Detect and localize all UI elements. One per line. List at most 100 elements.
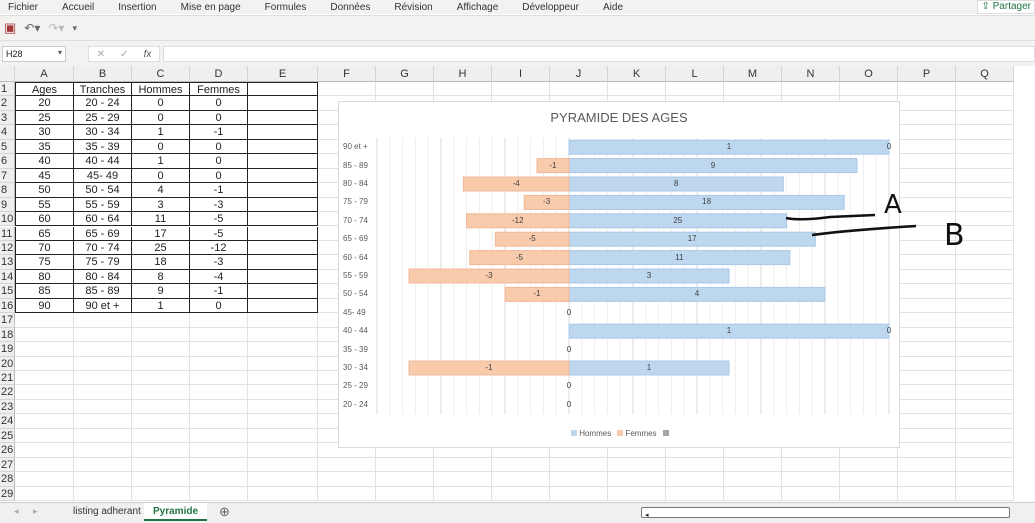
- cell-Q20[interactable]: [956, 356, 1014, 371]
- cell-D8[interactable]: -1: [190, 183, 248, 198]
- bar-femmes[interactable]: [408, 360, 570, 376]
- cell-M29[interactable]: [724, 486, 782, 502]
- cell-G28[interactable]: [376, 472, 434, 487]
- cell-B11[interactable]: 65 - 69: [74, 226, 132, 241]
- cell-B17[interactable]: [74, 313, 132, 328]
- cell-C27[interactable]: [132, 457, 190, 473]
- cell-E23[interactable]: [248, 399, 318, 415]
- cell-A26[interactable]: [15, 443, 74, 458]
- cell-E13[interactable]: [248, 255, 318, 270]
- cell-I28[interactable]: [492, 472, 550, 487]
- cell-Q28[interactable]: [956, 472, 1014, 487]
- row-header-15[interactable]: 15: [0, 284, 15, 299]
- cell-C3[interactable]: 0: [132, 110, 190, 126]
- column-header-F[interactable]: F: [318, 66, 376, 82]
- menu-0[interactable]: Fichier: [8, 1, 39, 13]
- cell-P4[interactable]: [898, 125, 956, 140]
- menu-2[interactable]: Insertion: [118, 1, 157, 13]
- column-header-I[interactable]: I: [492, 66, 550, 82]
- menu-8[interactable]: Développeur: [522, 1, 579, 13]
- cell-D17[interactable]: [190, 313, 248, 328]
- cell-M27[interactable]: [724, 457, 782, 473]
- cell-D3[interactable]: 0: [190, 110, 248, 126]
- chevron-down-icon[interactable]: ▾: [57, 48, 62, 57]
- cell-A14[interactable]: 80: [15, 269, 74, 285]
- cell-E15[interactable]: [248, 284, 318, 299]
- cell-P1[interactable]: [898, 82, 956, 97]
- cell-I1[interactable]: [492, 82, 550, 97]
- cell-A8[interactable]: 50: [15, 183, 74, 198]
- cell-Q27[interactable]: [956, 457, 1014, 473]
- row-header-18[interactable]: 18: [0, 327, 15, 343]
- scroll-right-icon[interactable]: ▸: [33, 506, 38, 516]
- cell-A7[interactable]: 45: [15, 168, 74, 184]
- cell-A28[interactable]: [15, 472, 74, 487]
- cell-P27[interactable]: [898, 457, 956, 473]
- cell-C15[interactable]: 9: [132, 284, 190, 299]
- cell-E28[interactable]: [248, 472, 318, 487]
- cell-C21[interactable]: [132, 371, 190, 386]
- cell-C8[interactable]: 4: [132, 183, 190, 198]
- cell-P11[interactable]: [898, 226, 956, 241]
- cell-Q29[interactable]: [956, 486, 1014, 502]
- cell-Q24[interactable]: [956, 414, 1014, 429]
- cell-Q17[interactable]: [956, 313, 1014, 328]
- cell-P28[interactable]: [898, 472, 956, 487]
- menu-9[interactable]: Aide: [602, 1, 623, 13]
- cell-D12[interactable]: -12: [190, 240, 248, 256]
- cell-B21[interactable]: [74, 371, 132, 386]
- redo-icon[interactable]: ↷▾: [48, 21, 65, 35]
- cell-K28[interactable]: [608, 472, 666, 487]
- cell-C13[interactable]: 18: [132, 255, 190, 270]
- cell-D5[interactable]: 0: [190, 139, 248, 155]
- name-box[interactable]: H28 ▾: [2, 46, 66, 62]
- cell-C23[interactable]: [132, 399, 190, 415]
- cell-L27[interactable]: [666, 457, 724, 473]
- cell-D18[interactable]: [190, 327, 248, 343]
- cell-A15[interactable]: 85: [15, 284, 74, 299]
- fx-icon[interactable]: fx: [143, 48, 152, 60]
- cell-B9[interactable]: 55 - 59: [74, 197, 132, 213]
- bar-femmes[interactable]: [494, 231, 570, 247]
- undo-icon[interactable]: ↶▾: [24, 21, 41, 35]
- cell-Q11[interactable]: [956, 226, 1014, 241]
- bar-femmes[interactable]: [469, 250, 570, 266]
- cell-B20[interactable]: [74, 356, 132, 371]
- cell-P29[interactable]: [898, 486, 956, 502]
- cell-E14[interactable]: [248, 269, 318, 285]
- row-header-20[interactable]: 20: [0, 356, 15, 371]
- cell-C25[interactable]: [132, 428, 190, 444]
- cell-E27[interactable]: [248, 457, 318, 473]
- cell-P26[interactable]: [898, 443, 956, 458]
- cell-E26[interactable]: [248, 443, 318, 458]
- cell-A3[interactable]: 25: [15, 110, 74, 126]
- cell-B29[interactable]: [74, 486, 132, 502]
- bar-femmes[interactable]: [504, 286, 570, 302]
- cell-B3[interactable]: 25 - 29: [74, 110, 132, 126]
- cell-Q21[interactable]: [956, 371, 1014, 386]
- cell-A11[interactable]: 65: [15, 226, 74, 241]
- cell-E3[interactable]: [248, 110, 318, 126]
- cell-B26[interactable]: [74, 443, 132, 458]
- cell-Q4[interactable]: [956, 125, 1014, 140]
- customize-icon[interactable]: ▾: [72, 22, 77, 33]
- cell-B25[interactable]: [74, 428, 132, 444]
- cell-E21[interactable]: [248, 371, 318, 386]
- cell-D26[interactable]: [190, 443, 248, 458]
- cell-C22[interactable]: [132, 385, 190, 400]
- column-header-J[interactable]: J: [550, 66, 608, 82]
- cell-L29[interactable]: [666, 486, 724, 502]
- bar-femmes[interactable]: [462, 176, 570, 192]
- cell-D19[interactable]: [190, 342, 248, 357]
- column-header-B[interactable]: B: [74, 66, 132, 82]
- row-header-4[interactable]: 4: [0, 125, 15, 140]
- cell-A17[interactable]: [15, 313, 74, 328]
- cell-A16[interactable]: 90: [15, 298, 74, 314]
- cell-P12[interactable]: [898, 240, 956, 256]
- column-header-G[interactable]: G: [376, 66, 434, 82]
- cell-C9[interactable]: 3: [132, 197, 190, 213]
- cell-H28[interactable]: [434, 472, 492, 487]
- scroll-left-icon[interactable]: ◂: [14, 506, 19, 516]
- row-header-23[interactable]: 23: [0, 399, 15, 415]
- row-header-24[interactable]: 24: [0, 414, 15, 429]
